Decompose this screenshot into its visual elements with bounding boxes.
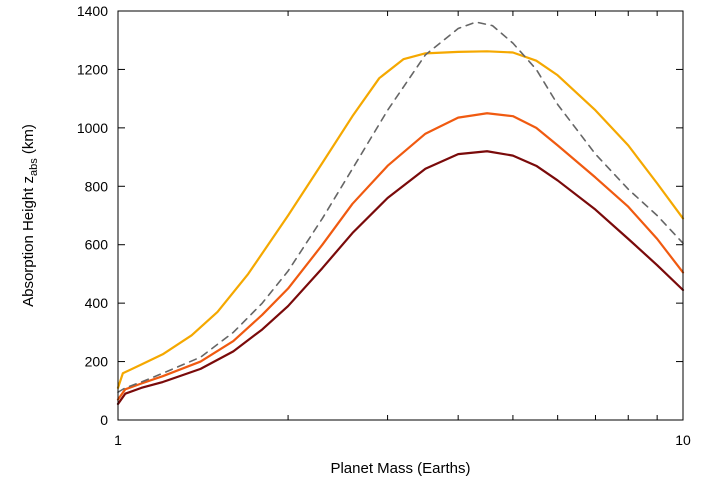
- series-line-3: [116, 150, 685, 406]
- x-tick-label: 10: [675, 432, 691, 448]
- y-tick-label: 1000: [77, 120, 108, 136]
- series-line-1: [116, 50, 685, 389]
- y-tick-label: 0: [100, 412, 108, 428]
- y-axis-title-unit: (km): [20, 124, 37, 158]
- y-axis-title: Absorption Height zabs (km): [20, 124, 40, 307]
- series-line-2: [116, 112, 685, 401]
- y-tick-label: 200: [85, 354, 109, 370]
- y-tick-label: 1200: [77, 61, 108, 77]
- series-layer: [116, 21, 685, 406]
- y-tick-label: 600: [85, 237, 109, 253]
- y-tick-label: 800: [85, 178, 109, 194]
- y-tick-label: 1400: [77, 3, 108, 19]
- labels-layer: 0 200 400 600 800 1000 1200 1400 1 10: [77, 3, 691, 448]
- x-tick-label: 1: [114, 432, 122, 448]
- x-axis-title: Planet Mass (Earths): [330, 460, 470, 477]
- plot-frame: [117, 10, 684, 421]
- series-line-4: [117, 21, 684, 394]
- y-tick-label: 400: [85, 295, 109, 311]
- y-axis-title-main: Absorption Height z: [20, 176, 37, 307]
- y-axis-title-subscript: abs: [28, 158, 40, 176]
